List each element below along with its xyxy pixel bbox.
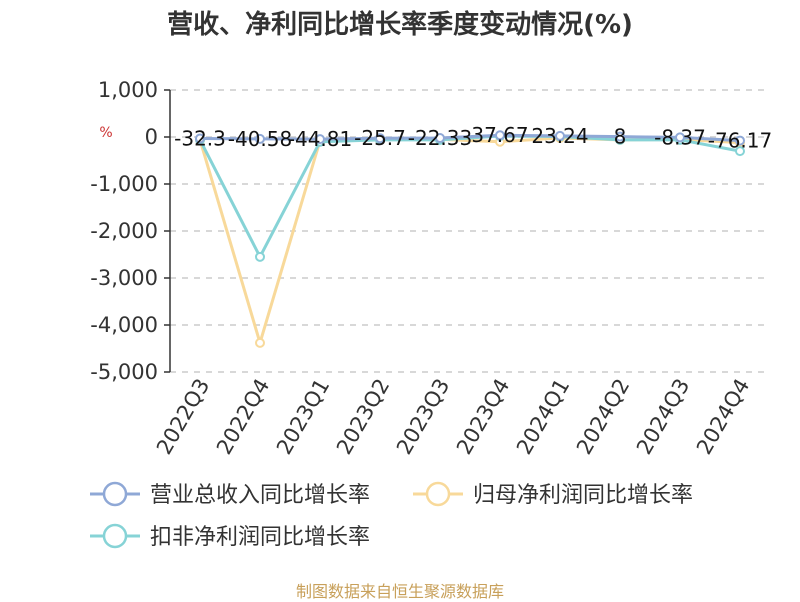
data-label: 37.67 [471,123,528,147]
chart-title: 营收、净利同比增长率季度变动情况(%) [167,10,633,40]
data-point [495,130,505,141]
legend-label: 扣非净利润同比增长率 [150,525,370,550]
legend-label: 营业总收入同比增长率 [150,483,370,508]
y-axis-unit: % [99,125,112,141]
y-tick-labels: 1,000 0 -1,000 -2,000 -3,000 -4,000 -5,000 [90,78,158,384]
y-tick-label: 0 [145,125,158,149]
series-line [199,133,741,143]
data-label: 8 [614,125,627,149]
legend-swatch-marker [425,481,451,507]
data-point [195,133,205,144]
data-label: -32.3 [174,127,226,151]
data-label: -44.81 [288,127,352,151]
data-point [735,135,745,146]
series-line [198,136,741,345]
data-point [735,146,745,157]
data-point [315,134,325,145]
x-tick-label: 2023Q4 [452,375,514,459]
y-tick-label: -4,000 [90,313,158,337]
x-tick-label: 2022Q4 [212,375,274,459]
data-label: -22.33 [408,126,472,150]
data-point [255,251,265,262]
x-tick-label: 2024Q2 [572,375,634,459]
series-lines [198,133,741,345]
source-note: 制图数据来自恒生聚源数据库 [295,582,504,601]
data-label: 23.24 [531,124,588,148]
series-line [198,134,741,259]
y-tick-label: -3,000 [90,266,158,290]
y-tick-label: -5,000 [90,360,158,384]
x-tick-label: 2024Q3 [632,375,694,459]
data-label: -25.7 [354,126,406,150]
data-label: -76.17 [708,129,772,153]
data-point [435,133,445,144]
data-point [615,131,625,142]
x-tick-label: 2024Q1 [512,375,574,459]
y-tick-label: 1,000 [98,78,158,102]
data-point [375,133,385,144]
x-tick-label: 2024Q4 [692,375,754,459]
x-tick-label: 2023Q3 [392,375,454,459]
data-point [255,337,265,348]
x-tick-label: 2023Q1 [272,375,334,459]
axes: % [99,89,171,373]
x-tick-label: 2022Q3 [152,375,214,459]
legend-label: 归母净利润同比增长率 [473,483,693,508]
data-label: -8.37 [654,125,706,149]
legend-swatch-marker [102,523,128,549]
data-point [675,132,685,143]
x-tick-label: 2023Q2 [332,375,394,459]
data-point [255,133,265,144]
y-tick-label: -2,000 [90,219,158,243]
legend-swatch-marker [102,481,128,507]
y-tick-label: -1,000 [90,172,158,196]
series-points [195,130,745,348]
x-tick-labels: 2022Q32022Q42023Q12023Q22023Q32023Q42024… [152,375,754,459]
data-labels: -32.3 -40.58-44.81 -25.7 -22.33 37.67 23.24 8 -… [174,123,772,152]
data-label: -40.58 [228,127,292,151]
data-point [555,130,565,141]
